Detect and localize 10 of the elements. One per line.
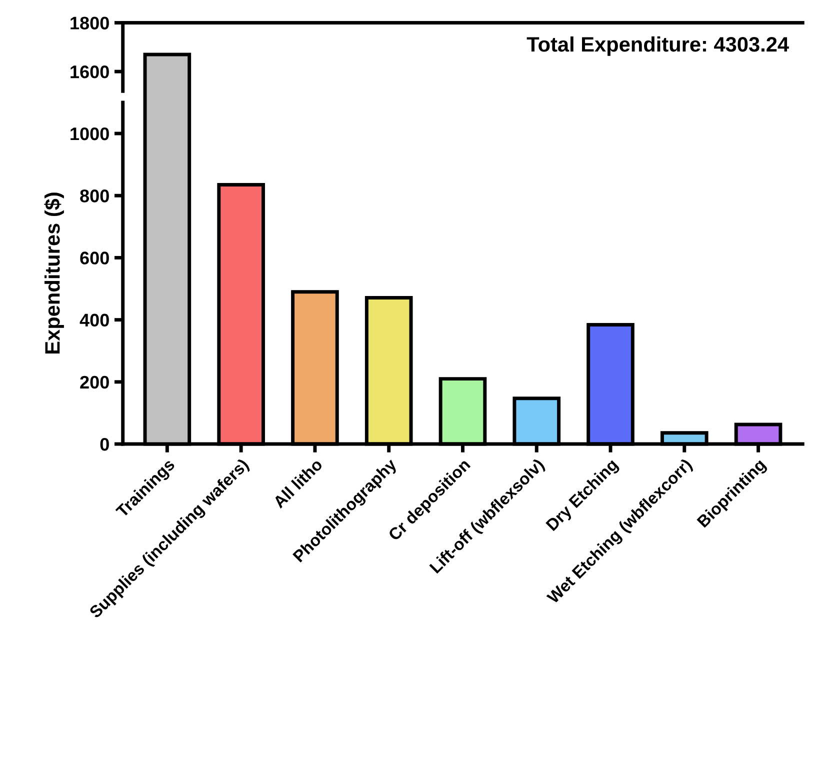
y-tick-label: 1000 [70,127,109,140]
y-tick-label: 600 [80,252,109,264]
y-tick-label: 800 [80,190,109,202]
y-axis-title: Expenditures ($) [44,192,64,354]
y-tick-label: 400 [80,314,109,327]
annotation: Total Expenditure: 4303.24 [526,36,789,56]
y-tick-label: 0 [100,438,109,451]
y-tick-label: 1600 [70,65,109,78]
y-tick-label: 1800 [70,16,109,30]
y-tick-label: 200 [80,376,109,389]
